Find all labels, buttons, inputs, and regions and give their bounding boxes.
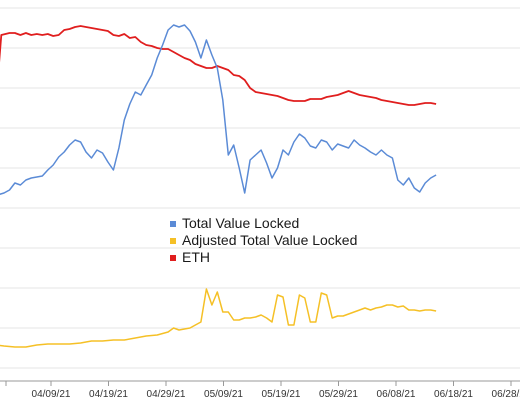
legend-swatch-tvl (170, 220, 176, 227)
legend-label-tvl: Total Value Locked (182, 215, 300, 231)
x-tick-label: 05/29/21 (319, 389, 358, 400)
grid (0, 7, 520, 369)
legend-swatch-adjusted-tvl (170, 237, 176, 244)
x-tick-label: 05/09/21 (204, 389, 243, 400)
legend-label-adjusted-tvl: Adjusted Total Value Locked (182, 232, 358, 248)
x-tick-label: 06/18/21 (434, 389, 473, 400)
legend-item-tvl: Total Value Locked (170, 215, 357, 232)
x-tick-label: 06/28/21 (492, 389, 520, 400)
x-tick-label: 04/09/21 (32, 389, 71, 400)
series-layer (0, 24, 437, 348)
legend-item-eth: ETH (170, 249, 357, 266)
x-axis: 04/09/21 04/19/21 04/29/21 05/09/21 05/19/21… (0, 380, 520, 400)
series-line-eth (0, 25, 437, 106)
series-line-adjusted-total-value-locked (0, 288, 437, 348)
series-line-total-value-locked (0, 24, 437, 196)
legend-item-adjusted-tvl: Adjusted Total Value Locked (170, 232, 357, 249)
x-tick-label: 04/19/21 (89, 389, 128, 400)
x-tick-label: 05/19/21 (262, 389, 301, 400)
legend-swatch-eth (170, 254, 176, 261)
legend-label-eth: ETH (182, 249, 210, 265)
x-tick-label: 06/08/21 (377, 389, 416, 400)
legend: Total Value Locked Adjusted Total Value … (170, 215, 357, 266)
x-tick-label: 04/29/21 (147, 389, 186, 400)
